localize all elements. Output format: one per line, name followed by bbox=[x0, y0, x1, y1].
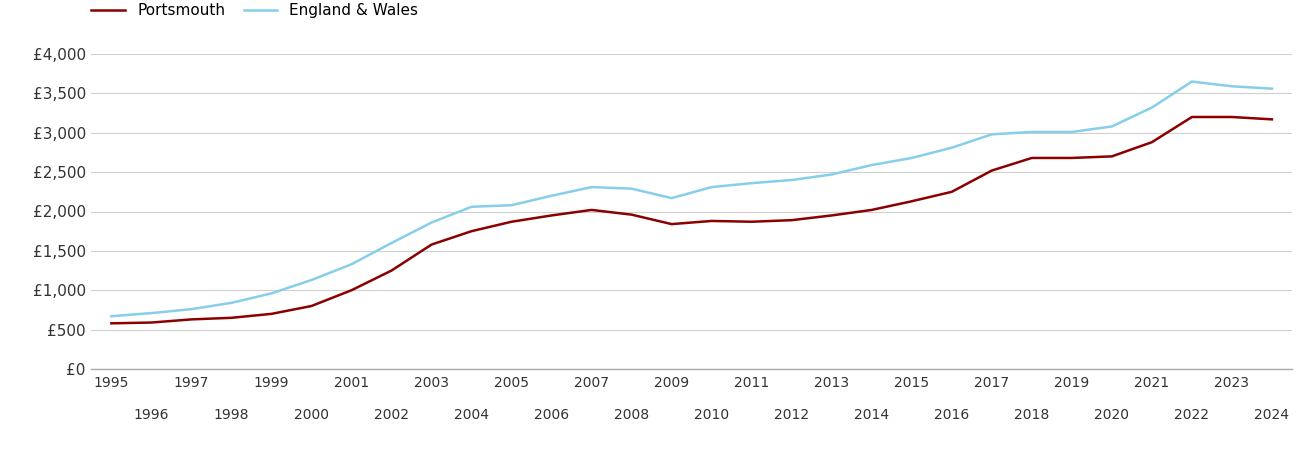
England & Wales bbox=[944, 145, 959, 150]
Portsmouth bbox=[103, 320, 119, 326]
Portsmouth bbox=[463, 229, 479, 234]
England & Wales bbox=[984, 131, 1000, 137]
Portsmouth bbox=[343, 288, 359, 293]
England & Wales bbox=[703, 184, 719, 190]
Legend: Portsmouth, England & Wales: Portsmouth, England & Wales bbox=[85, 0, 424, 24]
England & Wales bbox=[784, 177, 800, 183]
Line: Portsmouth: Portsmouth bbox=[111, 117, 1272, 323]
England & Wales bbox=[384, 240, 399, 246]
Text: 2024: 2024 bbox=[1254, 408, 1289, 422]
Portsmouth bbox=[944, 189, 959, 194]
Text: 2006: 2006 bbox=[534, 408, 569, 422]
England & Wales bbox=[184, 306, 200, 312]
Portsmouth bbox=[624, 212, 639, 217]
Portsmouth bbox=[384, 268, 399, 273]
Text: 2020: 2020 bbox=[1095, 408, 1129, 422]
Text: 2010: 2010 bbox=[694, 408, 729, 422]
Portsmouth bbox=[304, 303, 320, 309]
Portsmouth bbox=[744, 219, 760, 225]
England & Wales bbox=[1024, 129, 1040, 135]
Portsmouth bbox=[1064, 155, 1079, 161]
Portsmouth bbox=[1104, 154, 1120, 159]
England & Wales bbox=[664, 195, 680, 201]
England & Wales bbox=[1184, 79, 1199, 84]
Text: 2012: 2012 bbox=[774, 408, 809, 422]
England & Wales bbox=[1265, 86, 1280, 91]
Portsmouth bbox=[984, 168, 1000, 173]
England & Wales bbox=[1064, 129, 1079, 135]
England & Wales bbox=[823, 172, 839, 177]
England & Wales bbox=[264, 291, 279, 296]
Text: 2000: 2000 bbox=[294, 408, 329, 422]
Text: 2016: 2016 bbox=[934, 408, 970, 422]
England & Wales bbox=[864, 162, 880, 168]
Portsmouth bbox=[1184, 114, 1199, 120]
England & Wales bbox=[1224, 84, 1240, 89]
England & Wales bbox=[624, 186, 639, 191]
Text: 2014: 2014 bbox=[855, 408, 889, 422]
Portsmouth bbox=[184, 317, 200, 322]
Text: 1996: 1996 bbox=[133, 408, 170, 422]
England & Wales bbox=[463, 204, 479, 209]
Portsmouth bbox=[703, 218, 719, 224]
England & Wales bbox=[544, 193, 560, 198]
Portsmouth bbox=[904, 198, 920, 204]
England & Wales bbox=[583, 184, 599, 190]
England & Wales bbox=[504, 202, 519, 208]
Portsmouth bbox=[784, 217, 800, 223]
Portsmouth bbox=[424, 242, 440, 248]
Text: 2008: 2008 bbox=[615, 408, 649, 422]
Portsmouth bbox=[223, 315, 239, 320]
England & Wales bbox=[1104, 124, 1120, 129]
Text: 2018: 2018 bbox=[1014, 408, 1049, 422]
Portsmouth bbox=[1144, 140, 1160, 145]
Portsmouth bbox=[823, 213, 839, 218]
Portsmouth bbox=[504, 219, 519, 225]
England & Wales bbox=[1144, 105, 1160, 110]
Text: 2002: 2002 bbox=[375, 408, 408, 422]
Portsmouth bbox=[664, 221, 680, 227]
Text: 1998: 1998 bbox=[214, 408, 249, 422]
Text: 2004: 2004 bbox=[454, 408, 489, 422]
Portsmouth bbox=[1024, 155, 1040, 161]
England & Wales bbox=[223, 300, 239, 306]
England & Wales bbox=[904, 155, 920, 161]
Portsmouth bbox=[1265, 117, 1280, 122]
England & Wales bbox=[103, 314, 119, 319]
England & Wales bbox=[744, 180, 760, 186]
England & Wales bbox=[424, 220, 440, 225]
Portsmouth bbox=[144, 320, 159, 325]
England & Wales bbox=[304, 277, 320, 283]
England & Wales bbox=[144, 310, 159, 316]
Portsmouth bbox=[264, 311, 279, 317]
England & Wales bbox=[343, 261, 359, 267]
Portsmouth bbox=[864, 207, 880, 212]
Portsmouth bbox=[1224, 114, 1240, 120]
Line: England & Wales: England & Wales bbox=[111, 81, 1272, 316]
Portsmouth bbox=[544, 213, 560, 218]
Text: 2022: 2022 bbox=[1174, 408, 1210, 422]
Portsmouth bbox=[583, 207, 599, 212]
